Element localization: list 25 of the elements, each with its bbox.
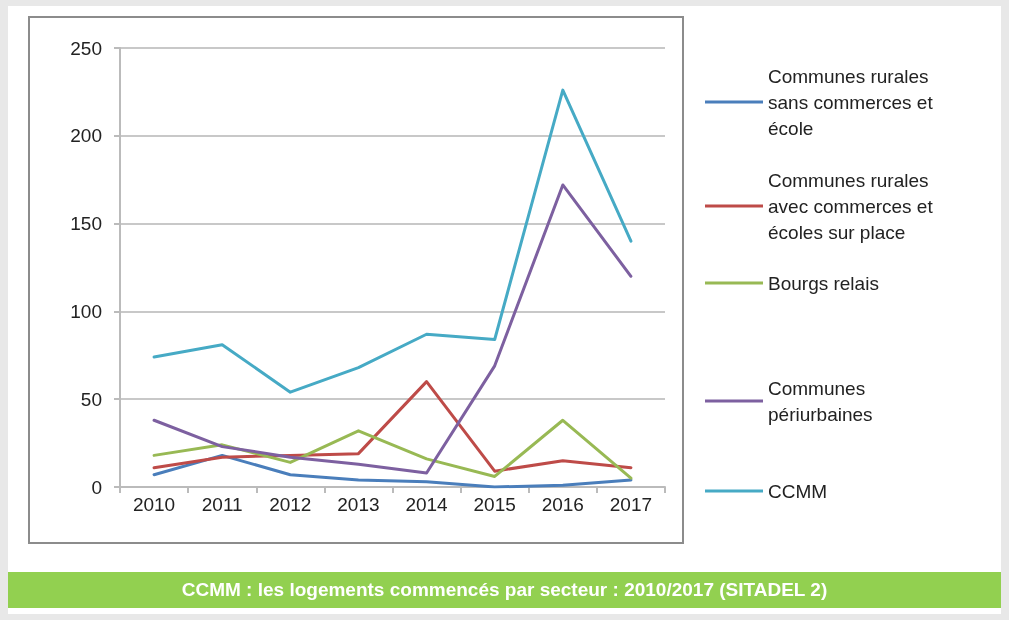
line-series: [152, 453, 633, 489]
line-series: [152, 183, 633, 475]
x-tick-label: 2017: [609, 494, 653, 515]
y-tick-label: 200: [70, 125, 102, 147]
legend-label: Communes rurales avec commerces et écoles sur place: [768, 169, 938, 243]
y-tick-label: 0: [91, 476, 102, 498]
legend-label: Communes rurales sans commerces et école: [768, 65, 938, 139]
x-tick-label: 2014: [405, 494, 449, 515]
x-tick-label: 2012: [269, 494, 312, 515]
line-series: [152, 380, 633, 473]
legend-label: Communes périurbaines: [768, 377, 873, 425]
x-tick-label: 2015: [473, 494, 516, 515]
y-tick-label: 50: [80, 388, 102, 410]
line-series: [152, 418, 633, 480]
x-tick-label: 2011: [201, 494, 243, 515]
y-tick-label: 100: [70, 300, 102, 322]
y-tick-label: 150: [70, 213, 102, 235]
legend-label: Bourgs relais: [768, 272, 879, 294]
x-tick-label: 2010: [132, 494, 176, 515]
x-tick-label: 2016: [541, 494, 584, 515]
y-tick-label: 250: [70, 37, 102, 59]
text: CCMM : les logements commencés par secteur : 2010/2017 (SITADEL 2): [8, 572, 1001, 608]
legend-label: CCMM: [768, 480, 828, 502]
x-tick-label: 2013: [337, 494, 380, 515]
line-series: [152, 88, 633, 394]
